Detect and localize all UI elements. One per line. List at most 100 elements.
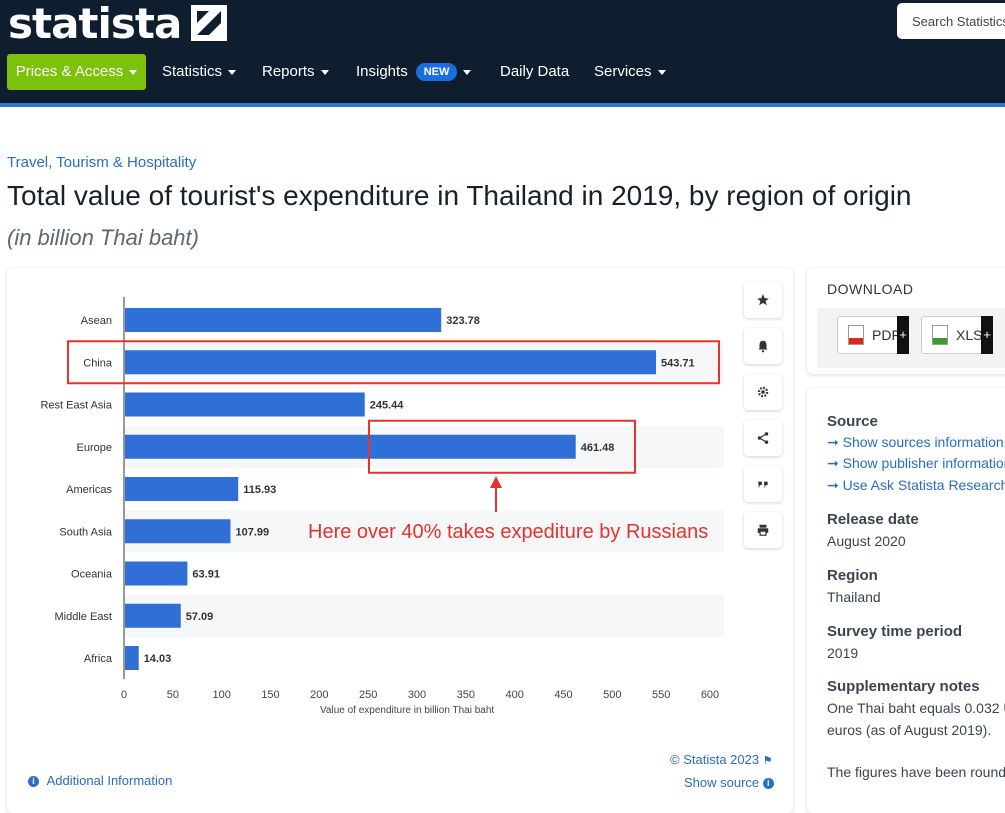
statistic-details-panel: Source ➞ Show sources information ➞ Show…: [807, 388, 1005, 813]
notes-heading: Supplementary notes: [827, 678, 980, 695]
printer-icon: [757, 524, 769, 536]
print-button[interactable]: [744, 512, 782, 548]
bar-middle-east: [125, 603, 181, 628]
x-tick-label: 50: [167, 689, 179, 701]
category-label: China: [83, 357, 113, 369]
category-label: Middle East: [55, 611, 112, 623]
x-tick-label: 350: [457, 689, 475, 701]
logo-mark-icon: [191, 5, 228, 41]
notification-button[interactable]: [744, 328, 782, 364]
value-label: 107.99: [235, 526, 269, 538]
new-badge: NEW: [415, 63, 458, 82]
x-tick-label: 250: [359, 689, 377, 701]
share-icon: [757, 432, 769, 444]
breadcrumb[interactable]: Travel, Tourism & Hospitality: [7, 154, 197, 171]
nav-daily-data[interactable]: Daily Data: [500, 63, 570, 80]
notes-line-3: The figures have been round: [827, 764, 1005, 780]
statista-logo[interactable]: statista: [8, 0, 228, 48]
info-icon: i: [28, 776, 39, 788]
x-axis-label: Value of expenditure in billion Thai bah…: [320, 705, 495, 716]
x-tick-label: 200: [310, 689, 328, 701]
page-title: Total value of tourist's expenditure in …: [7, 180, 912, 211]
survey-period-value: 2019: [827, 645, 859, 661]
gear-icon: [757, 386, 769, 398]
show-publisher-link[interactable]: ➞ Show publisher information: [827, 455, 1005, 471]
x-tick-label: 400: [505, 689, 523, 701]
annotation-text: Here over 40% takes expediture by Russia…: [308, 521, 709, 543]
x-tick-label: 550: [652, 689, 670, 701]
nav-prices-access[interactable]: Prices & Access: [7, 54, 146, 90]
download-pdf-button[interactable]: PDF +: [837, 316, 909, 354]
arrow-right-icon: ➞: [827, 434, 839, 450]
category-label: Europe: [77, 442, 112, 454]
bar-rest-east-asia: [125, 392, 365, 417]
xls-file-icon: [932, 325, 948, 345]
download-options: PDF + XLS +: [817, 308, 1005, 368]
x-tick-label: 500: [603, 689, 621, 701]
highlight-box-china: [67, 340, 720, 385]
site-header: statista Search Statistics Prices & Acce…: [0, 0, 1005, 103]
bar-americas: [125, 477, 239, 501]
pdf-file-icon: [848, 325, 864, 345]
category-label: Oceania: [71, 569, 113, 581]
bar-south-asia: [125, 519, 231, 544]
value-label: 63.91: [192, 569, 220, 581]
notes-line-1: One Thai baht equals 0.032 U: [827, 700, 1005, 716]
nav-reports[interactable]: Reports: [262, 54, 329, 90]
x-tick-label: 300: [408, 689, 426, 701]
quote-icon: [758, 481, 768, 488]
source-heading: Source: [827, 413, 878, 430]
copyright-link[interactable]: © Statista 2023 ⚑: [670, 752, 773, 767]
region-value: Thailand: [827, 589, 881, 605]
chevron-down-icon: [129, 69, 138, 75]
highlight-box-europe: [368, 419, 636, 474]
download-panel: DOWNLOAD PDF + XLS +: [807, 268, 1005, 374]
download-title: DOWNLOAD: [827, 281, 914, 297]
favorite-star-button[interactable]: [744, 282, 782, 318]
chevron-down-icon: [228, 69, 237, 75]
release-date-value: August 2020: [827, 533, 906, 549]
x-tick-label: 150: [261, 689, 279, 701]
annotation-arrow-head: [490, 476, 502, 488]
star-icon: [757, 294, 769, 306]
show-sources-link[interactable]: ➞ Show sources information: [827, 434, 1004, 450]
x-axis-label-wrap: Value of expenditure in billion Thai bah…: [0, 697, 735, 721]
arrow-right-icon: ➞: [827, 455, 839, 471]
additional-information-link[interactable]: i Additional Information: [28, 773, 172, 788]
download-xls-button[interactable]: XLS +: [921, 316, 993, 354]
category-label: Rest East Asia: [40, 400, 112, 412]
value-label: 245.44: [370, 400, 405, 412]
chevron-down-icon: [320, 69, 329, 75]
show-source-link[interactable]: Show source i: [684, 775, 774, 790]
value-label: 543.71: [661, 357, 695, 369]
value-label: 461.48: [581, 442, 615, 454]
nav-statistics[interactable]: Statistics: [162, 54, 237, 90]
category-label: South Asia: [59, 526, 112, 538]
chevron-down-icon: [463, 69, 472, 75]
category-label: Americas: [66, 484, 112, 496]
cite-button[interactable]: [744, 466, 782, 502]
bar-oceania: [125, 561, 188, 586]
settings-button[interactable]: [744, 374, 782, 410]
category-label: Africa: [84, 653, 113, 665]
info-icon: i: [762, 778, 774, 790]
region-heading: Region: [827, 567, 878, 584]
flag-icon: ⚑: [762, 755, 773, 767]
bar-europe: [125, 434, 576, 459]
page-subtitle: (in billion Thai baht): [7, 225, 199, 250]
category-label: Asean: [81, 315, 112, 327]
nav-services[interactable]: Services: [594, 54, 666, 90]
arrow-right-icon: ➞: [827, 477, 839, 493]
x-tick-label: 0: [121, 689, 127, 701]
survey-period-heading: Survey time period: [827, 623, 963, 640]
chevron-down-icon: [657, 69, 666, 75]
ask-statista-link[interactable]: ➞ Use Ask Statista Research: [827, 477, 1005, 493]
x-tick-label: 600: [701, 689, 719, 701]
nav-insights[interactable]: Insights NEW: [356, 54, 472, 90]
value-label: 57.09: [186, 611, 214, 623]
bar-asean: [125, 308, 442, 332]
share-button[interactable]: [744, 420, 782, 456]
x-tick-label: 100: [212, 689, 230, 701]
value-label: 115.93: [243, 484, 276, 496]
search-input[interactable]: Search Statistics: [897, 3, 1005, 39]
